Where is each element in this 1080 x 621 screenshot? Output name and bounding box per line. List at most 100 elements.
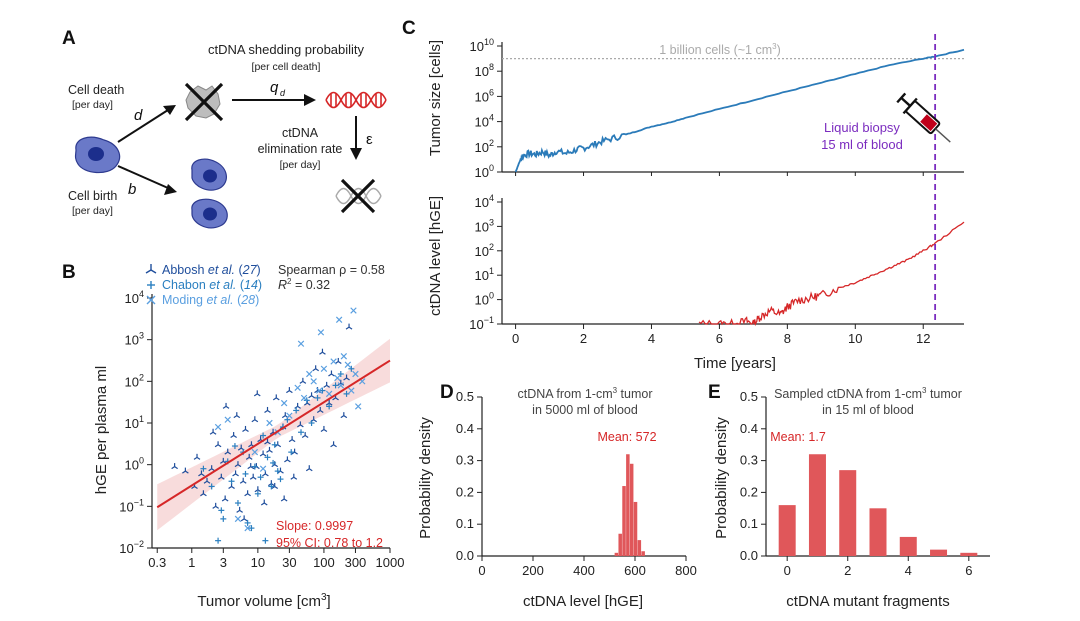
- histogram-bar: [618, 533, 622, 556]
- scatter-point: [280, 399, 288, 407]
- histogram-bar: [614, 552, 619, 556]
- scatter-point: [209, 428, 217, 435]
- fit-line: [156, 359, 391, 509]
- histogram-bar: [808, 454, 826, 556]
- histogram-bar: [839, 470, 857, 556]
- panel-b-letter: B: [62, 262, 76, 283]
- y-tick-label: 1010: [470, 37, 494, 54]
- legend-end: ): [257, 263, 261, 277]
- legend-num: 14: [244, 278, 258, 292]
- scatter-point: [316, 406, 324, 413]
- threshold-end: ): [777, 43, 781, 57]
- panel-b-ylabel: hGE per plasma ml: [93, 366, 110, 494]
- panel-b-legend: Abbosh et al. (27) Chabon et al. (14) Mo…: [145, 263, 385, 307]
- x-tick-label: 0.3: [148, 555, 166, 570]
- slope-label: Slope: 0.9997: [276, 519, 353, 533]
- y-tick-label: 10−1: [469, 315, 494, 332]
- scatter-point: [244, 490, 251, 497]
- daughter-cell-icon: [191, 158, 227, 191]
- scatter-point: [348, 387, 355, 394]
- scatter-point: [300, 394, 308, 402]
- title-sup: 3: [922, 386, 927, 395]
- scatter-point: [297, 340, 305, 347]
- panel-d-xlabel: ctDNA level [hGE]: [523, 593, 643, 610]
- panel-b-axes: 0.3 1 3 10 30 100 300 1000 10−2 10−1 100 101 102 103 1…: [119, 289, 404, 570]
- ctdna-level-plot: 10−1 100 101 102 103 104 0 2 4 6 8 10 12: [469, 34, 965, 346]
- scatter-point: [214, 441, 222, 448]
- scatter-point: [233, 412, 241, 419]
- panel-e-title-1: Sampled ctDNA from 1-cm3 tumor: [774, 386, 962, 401]
- scatter-point: [239, 477, 247, 484]
- scatter-point: [340, 412, 348, 419]
- legend-entry-chabon: Chabon et al. (14): [162, 278, 262, 292]
- x-tick-label: 2: [844, 563, 851, 578]
- y-tick-label: 0.3: [740, 453, 758, 468]
- x-tick-label: 800: [675, 563, 697, 578]
- x-tick-label: 200: [522, 563, 544, 578]
- scatter-point: [251, 463, 258, 470]
- scatter-point: [270, 459, 277, 466]
- daughter-cell-icon: [191, 198, 228, 229]
- panel-d-mean: Mean: 572: [597, 430, 656, 444]
- scatter-point: [272, 394, 280, 401]
- scatter-point: [343, 374, 350, 381]
- scatter-point: [274, 441, 282, 448]
- scatter-point: [217, 473, 225, 480]
- x-tick-label: 6: [965, 563, 972, 578]
- ctdna-level-ylabel: ctDNA level [hGE]: [427, 196, 444, 316]
- histogram-bar: [626, 454, 630, 556]
- scatter-point: [290, 473, 298, 480]
- scatter-point: [319, 348, 326, 355]
- title-sup: 3: [613, 386, 618, 395]
- y-tick-label: 0.0: [456, 548, 474, 563]
- scatter-point: [251, 448, 259, 456]
- y-tick-label: 0.0: [740, 548, 758, 563]
- threshold-label: 1 billion cells (~1 cm3): [659, 42, 781, 57]
- scatter-point: [284, 456, 291, 463]
- x-tick-label: 300: [345, 555, 367, 570]
- legend-ref: (: [234, 293, 242, 307]
- x-tick-label: 600: [624, 563, 646, 578]
- scatter-point: [240, 515, 248, 522]
- ci-label: 95% CI: 0.78 to 1.2: [276, 536, 383, 550]
- x-tick-label: 30: [282, 555, 296, 570]
- scatter-point: [254, 486, 262, 493]
- scatter-point: [254, 490, 261, 497]
- r2-symbol: R: [278, 278, 287, 292]
- x-tick-label: 3: [220, 555, 227, 570]
- scatter-point: [312, 365, 320, 372]
- scatter-point: [344, 361, 352, 368]
- scatter-point: [288, 436, 296, 443]
- y-tick-label: 10−1: [119, 497, 144, 514]
- scatter-point: [257, 474, 264, 481]
- scatter-point: [326, 403, 333, 410]
- y-tick-label: 100: [125, 456, 144, 473]
- y-tick-label: 103: [475, 217, 494, 234]
- scatter-point: [203, 477, 211, 484]
- panel-d-ylabel: Probability density: [417, 417, 434, 539]
- y-tick-label: 0.2: [740, 484, 758, 499]
- scatter-point: [345, 323, 353, 330]
- scatter-point: [288, 449, 295, 456]
- scatter-point: [198, 470, 205, 477]
- scatter-point: [332, 382, 339, 389]
- scatter-points: [171, 307, 366, 544]
- scatter-point: [316, 387, 323, 394]
- scatter-point: [271, 441, 278, 448]
- panel-e-letter: E: [708, 382, 721, 403]
- panel-e: E 0.0 0.1 0.2 0.3 0.4 0.5 0 2 4 6 Sampled ctDNA f…: [708, 382, 990, 610]
- legend-ref: (: [235, 263, 243, 277]
- scatter-point: [212, 502, 220, 509]
- legend-entry-moding: Moding et al. (28): [162, 293, 259, 307]
- xlabel-end: ]: [327, 593, 331, 610]
- panel-d-histogram: 0.0 0.1 0.2 0.3 0.4 0.5 0 200 400 600 800: [456, 389, 697, 578]
- scatter-point: [208, 483, 215, 490]
- scatter-point: [242, 470, 249, 477]
- panel-e-histogram: 0.0 0.1 0.2 0.3 0.4 0.5 0 2 4 6: [740, 389, 990, 578]
- panel-e-title-2: in 15 ml of blood: [822, 403, 914, 417]
- scatter-point: [221, 495, 229, 502]
- scatter-point: [340, 353, 348, 360]
- dead-cell-icon: [184, 82, 224, 122]
- scatter-point: [328, 370, 335, 377]
